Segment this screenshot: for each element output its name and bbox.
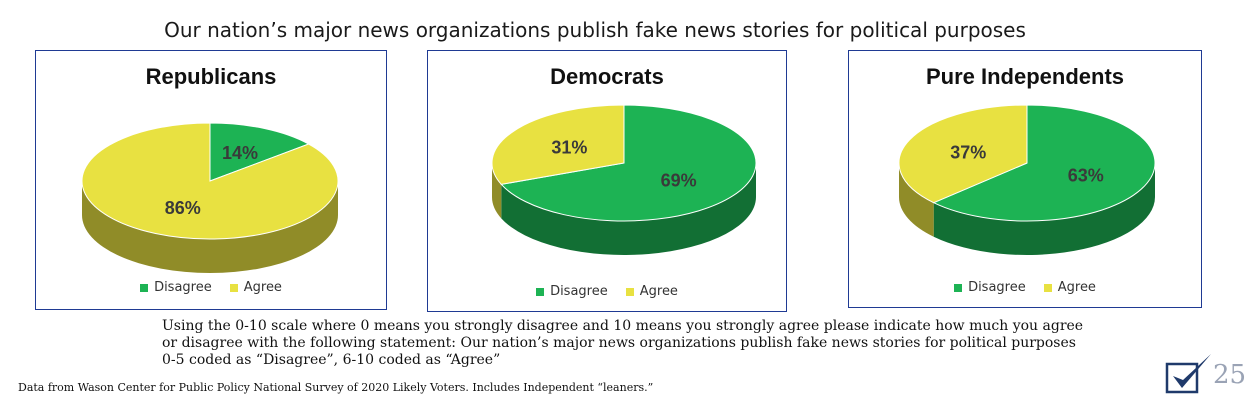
pie-value-label: 86%: [165, 198, 201, 218]
legend-label: Agree: [639, 284, 678, 299]
pie-side: [899, 163, 1155, 255]
chart-legend: Disagree Agree: [849, 280, 1201, 295]
pie-slice-disagree: [209, 122, 310, 182]
source-note: Data from Wason Center for Public Policy…: [18, 381, 654, 394]
pie-side: [82, 181, 338, 273]
chart-legend: Disagree Agree: [36, 280, 386, 295]
chart-panel-pure-independents: Pure Independents 63% 37% Disagree Agree: [848, 50, 1202, 308]
chart-title: Pure Independents: [925, 64, 1125, 89]
checkbox-logo-icon: [1165, 354, 1211, 394]
pie-side-agree: [82, 181, 338, 273]
legend-swatch-disagree: [536, 287, 545, 296]
pie-value-label: 63%: [1068, 166, 1104, 186]
pie-slice-disagree: [500, 104, 757, 222]
pie-side-disagree: [933, 163, 1155, 255]
pie-top: [898, 104, 1156, 222]
pie-side-agree: [899, 163, 934, 237]
legend-label: Agree: [1057, 280, 1096, 295]
chart-title: Republicans: [145, 64, 277, 89]
pie-value-label: 14%: [222, 143, 258, 163]
pie-side-agree: [492, 163, 502, 219]
pie-top: [491, 104, 757, 222]
question-line: 0-5 coded as “Disagree”, 6-10 coded as “…: [162, 352, 501, 368]
question-line: or disagree with the following statement…: [162, 335, 1076, 351]
legend-swatch-agree: [1043, 283, 1052, 292]
legend-swatch-agree: [625, 287, 634, 296]
page-number: 25: [1213, 360, 1247, 390]
pie-chart: 63% 37%: [898, 104, 1156, 255]
chart-panel-republicans: Republicans 14% 86% Disagree Agree: [35, 50, 387, 310]
chart-panel-democrats: Democrats 69% 31% Disagree Agree: [427, 50, 787, 312]
legend-label: Agree: [243, 280, 282, 295]
pie-side-disagree: [501, 163, 756, 256]
legend-item-agree: Agree: [625, 284, 678, 299]
legend-item-agree: Agree: [229, 280, 282, 295]
pie-value-label: 37%: [950, 142, 986, 162]
legend-label: Disagree: [968, 280, 1026, 295]
question-line: Using the 0-10 scale where 0 means you s…: [162, 318, 1084, 334]
pie-chart: 14% 86%: [81, 122, 339, 273]
legend-item-disagree: Disagree: [954, 280, 1026, 295]
chart-title: Democrats: [550, 64, 664, 89]
legend-label: Disagree: [154, 280, 212, 295]
chart-legend: Disagree Agree: [428, 284, 786, 299]
legend-swatch-disagree: [954, 283, 963, 292]
pie-slice-agree: [81, 122, 339, 240]
page-title: Our nation’s major news organizations pu…: [164, 18, 1026, 42]
legend-item-agree: Agree: [1043, 280, 1096, 295]
pie-value-label: 69%: [661, 170, 697, 190]
pie-top: [81, 122, 339, 240]
legend-item-disagree: Disagree: [536, 284, 608, 299]
legend-item-disagree: Disagree: [140, 280, 212, 295]
pie-slice-agree: [491, 104, 625, 185]
legend-label: Disagree: [550, 284, 608, 299]
legend-swatch-agree: [229, 283, 238, 292]
pie-slice-agree: [898, 104, 1028, 204]
legend-swatch-disagree: [140, 283, 149, 292]
pie-value-label: 31%: [551, 138, 587, 158]
pie-chart: 69% 31%: [491, 104, 757, 256]
pie-side: [492, 163, 756, 256]
survey-question: Using the 0-10 scale where 0 means you s…: [162, 318, 1084, 369]
pie-slice-disagree: [932, 104, 1156, 222]
